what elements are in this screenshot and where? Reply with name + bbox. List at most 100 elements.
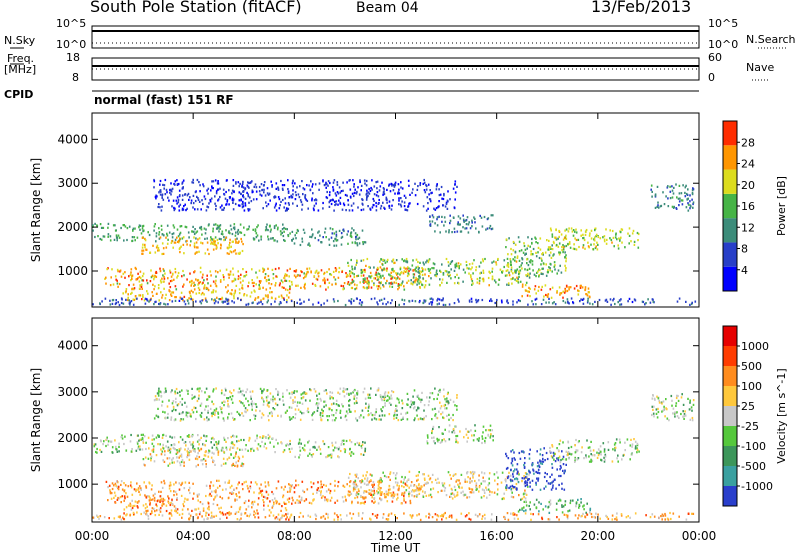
data-cell bbox=[357, 501, 359, 504]
data-cell bbox=[393, 184, 395, 187]
data-cell bbox=[170, 294, 173, 297]
data-cell bbox=[390, 271, 392, 274]
data-cell bbox=[453, 493, 455, 496]
data-cell bbox=[548, 301, 550, 304]
data-cell bbox=[212, 459, 214, 462]
data-cell bbox=[323, 184, 326, 187]
data-cell bbox=[362, 501, 364, 504]
data-cell bbox=[233, 292, 236, 295]
data-cell bbox=[507, 476, 509, 480]
data-cell bbox=[215, 387, 217, 390]
data-cell bbox=[493, 491, 496, 494]
data-cell bbox=[294, 182, 296, 185]
data-cell bbox=[257, 503, 259, 506]
data-cell bbox=[248, 281, 250, 284]
data-cell bbox=[512, 300, 514, 303]
data-cell bbox=[377, 487, 380, 490]
data-cell bbox=[381, 414, 384, 417]
data-cell bbox=[430, 301, 432, 304]
data-cell bbox=[155, 454, 158, 457]
data-cell bbox=[396, 472, 398, 475]
data-cell bbox=[368, 492, 371, 495]
data-cell bbox=[151, 498, 154, 501]
data-cell bbox=[324, 279, 326, 282]
data-cell bbox=[365, 490, 368, 493]
data-cell bbox=[477, 299, 480, 302]
data-cell bbox=[422, 495, 425, 498]
data-cell bbox=[197, 198, 200, 201]
data-cell bbox=[96, 447, 98, 451]
data-cell bbox=[515, 269, 518, 272]
data-cell bbox=[303, 444, 306, 447]
data-cell bbox=[417, 478, 419, 481]
data-cell bbox=[138, 485, 141, 488]
data-cell bbox=[183, 500, 186, 503]
data-cell bbox=[418, 483, 420, 486]
data-cell bbox=[162, 183, 164, 186]
data-cell bbox=[487, 429, 490, 432]
data-cell bbox=[544, 505, 547, 508]
data-cell bbox=[288, 487, 291, 490]
data-cell bbox=[455, 480, 457, 483]
data-cell bbox=[523, 244, 526, 248]
data-cell bbox=[275, 209, 278, 212]
data-cell bbox=[192, 181, 195, 184]
data-cell bbox=[615, 233, 617, 236]
data-cell bbox=[242, 389, 244, 392]
data-cell bbox=[552, 254, 554, 257]
data-cell bbox=[331, 228, 334, 231]
data-cell bbox=[429, 297, 432, 300]
data-cell bbox=[180, 225, 183, 228]
data-cell bbox=[506, 299, 509, 302]
data-cell bbox=[99, 237, 101, 241]
data-cell bbox=[265, 201, 267, 204]
data-cell bbox=[233, 223, 236, 226]
data-cell bbox=[351, 227, 353, 230]
data-cell bbox=[316, 488, 319, 492]
data-cell bbox=[244, 188, 246, 191]
data-cell bbox=[590, 237, 593, 240]
data-cell bbox=[400, 186, 402, 189]
data-cell bbox=[218, 237, 221, 240]
data-cell bbox=[237, 204, 240, 207]
data-cell bbox=[419, 280, 421, 283]
data-cell bbox=[361, 301, 364, 304]
data-cell bbox=[338, 456, 340, 459]
data-cell bbox=[580, 234, 582, 237]
data-cell bbox=[267, 414, 269, 418]
data-cell bbox=[434, 478, 437, 481]
data-cell bbox=[679, 197, 681, 200]
data-cell bbox=[543, 487, 545, 490]
data-cell bbox=[200, 415, 202, 418]
data-cell bbox=[205, 435, 208, 438]
data-cell bbox=[607, 448, 610, 451]
data-cell bbox=[415, 474, 418, 477]
data-cell bbox=[417, 260, 419, 264]
data-cell bbox=[195, 241, 198, 244]
data-cell bbox=[380, 281, 382, 284]
data-cell bbox=[227, 481, 229, 484]
data-cell bbox=[613, 443, 616, 446]
data-cell bbox=[363, 482, 366, 485]
data-cell bbox=[234, 455, 237, 458]
data-cell bbox=[551, 444, 553, 447]
data-cell bbox=[425, 494, 428, 497]
data-cell bbox=[444, 403, 447, 407]
data-cell bbox=[521, 262, 523, 265]
data-cell bbox=[264, 194, 267, 197]
data-cell bbox=[334, 200, 336, 203]
data-cell bbox=[254, 228, 257, 231]
data-cell bbox=[356, 275, 358, 278]
data-cell bbox=[188, 236, 190, 239]
data-cell bbox=[617, 244, 619, 247]
data-cell bbox=[215, 192, 218, 195]
data-cell bbox=[514, 478, 516, 481]
data-cell bbox=[438, 438, 440, 441]
data-cell bbox=[277, 196, 280, 199]
data-cell bbox=[549, 503, 551, 506]
data-cell bbox=[144, 237, 146, 240]
data-cell bbox=[142, 440, 144, 443]
data-cell bbox=[187, 452, 189, 455]
data-cell bbox=[222, 275, 225, 279]
data-cell bbox=[163, 275, 165, 278]
